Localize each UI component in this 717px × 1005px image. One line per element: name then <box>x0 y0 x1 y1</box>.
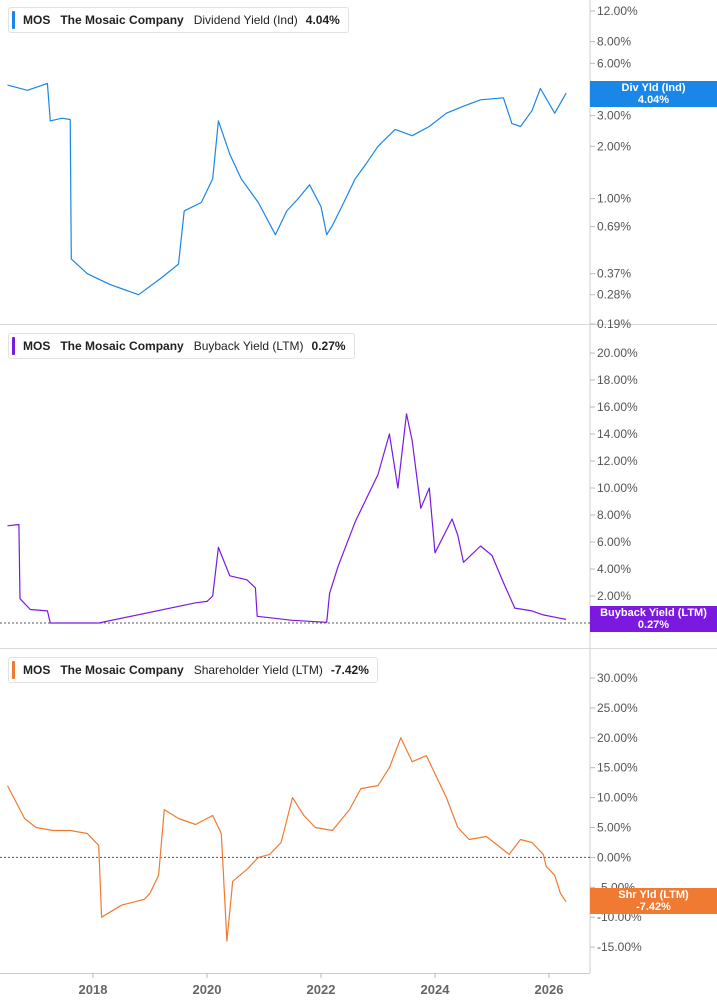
y-tick-label: 20.00% <box>597 346 638 360</box>
legend-ticker: MOS <box>23 339 51 353</box>
legend-value: 4.04% <box>305 13 340 27</box>
buyback-yield-price-badge: Buyback Yield (LTM) 0.27% <box>590 606 717 632</box>
y-tick-label: 10.00% <box>597 481 638 495</box>
dividend-series-line <box>7 82 567 296</box>
y-tick-label: 2.00% <box>597 139 631 153</box>
legend-company: The Mosaic Company <box>60 663 184 677</box>
y-tick-label: 20.00% <box>597 731 638 745</box>
y-tick-label: 14.00% <box>597 427 638 441</box>
y-tick-label: 2.00% <box>597 589 631 603</box>
badge-label: Shr Yld (LTM) <box>618 889 689 901</box>
legend-buyback-yield[interactable]: MOS The Mosaic Company Buyback Yield (LT… <box>8 333 355 359</box>
y-tick-label: -15.00% <box>597 940 642 954</box>
badge-label: Div Yld (Ind) <box>621 82 686 94</box>
y-tick-label: 10.00% <box>597 791 638 805</box>
y-tick-label: 8.00% <box>597 35 631 49</box>
legend-value: -7.42% <box>330 663 369 677</box>
badge-label: Buyback Yield (LTM) <box>600 607 707 619</box>
x-tick-label: 2026 <box>535 982 564 997</box>
legend-color-swatch <box>12 337 15 355</box>
legend-shareholder-yield[interactable]: MOS The Mosaic Company Shareholder Yield… <box>8 657 378 683</box>
y-tick-label: 18.00% <box>597 373 638 387</box>
y-tick-label: 6.00% <box>597 535 631 549</box>
legend-company: The Mosaic Company <box>60 13 184 27</box>
legend-color-swatch <box>12 11 15 29</box>
y-tick-label: 30.00% <box>597 671 638 685</box>
x-tick-label: 2018 <box>79 982 108 997</box>
badge-value: 4.04% <box>637 94 670 106</box>
legend-metric: Dividend Yield (Ind) <box>193 13 298 27</box>
legend-ticker: MOS <box>23 663 51 677</box>
badge-value: -7.42% <box>636 901 671 913</box>
legend-metric: Shareholder Yield (LTM) <box>193 663 323 677</box>
legend-company: The Mosaic Company <box>60 339 184 353</box>
y-tick-label: 4.00% <box>597 562 631 576</box>
y-tick-label: 0.69% <box>597 220 631 234</box>
y-tick-label: 25.00% <box>597 701 638 715</box>
y-tick-label: 6.00% <box>597 56 631 70</box>
legend-color-swatch <box>12 661 15 679</box>
buyback-series-line <box>7 413 567 624</box>
legend-metric: Buyback Yield (LTM) <box>193 339 304 353</box>
shareholder-yield-price-badge: Shr Yld (LTM) -7.42% <box>590 888 717 914</box>
y-tick-label: 15.00% <box>597 761 638 775</box>
legend-value: 0.27% <box>311 339 346 353</box>
shareholder-series-line <box>6 737 567 942</box>
x-tick-label: 2020 <box>193 982 222 997</box>
y-tick-label: 0.37% <box>597 267 631 281</box>
y-tick-label: 0.28% <box>597 288 631 302</box>
x-tick-label: 2024 <box>421 982 451 997</box>
x-tick-label: 2022 <box>307 982 336 997</box>
y-tick-label: 0.00% <box>597 850 631 864</box>
y-tick-label: 12.00% <box>597 454 638 468</box>
dividend-yield-price-badge: Div Yld (Ind) 4.04% <box>590 81 717 107</box>
y-tick-label: 8.00% <box>597 508 631 522</box>
legend-dividend-yield[interactable]: MOS The Mosaic Company Dividend Yield (I… <box>8 7 349 33</box>
legend-ticker: MOS <box>23 13 51 27</box>
y-tick-label: 16.00% <box>597 400 638 414</box>
y-tick-label: 0.19% <box>597 317 631 331</box>
y-tick-label: 1.00% <box>597 192 631 206</box>
y-tick-label: 5.00% <box>597 821 631 835</box>
badge-value: 0.27% <box>637 619 670 631</box>
y-tick-label: 3.00% <box>597 109 631 123</box>
y-tick-label: 12.00% <box>597 4 638 18</box>
